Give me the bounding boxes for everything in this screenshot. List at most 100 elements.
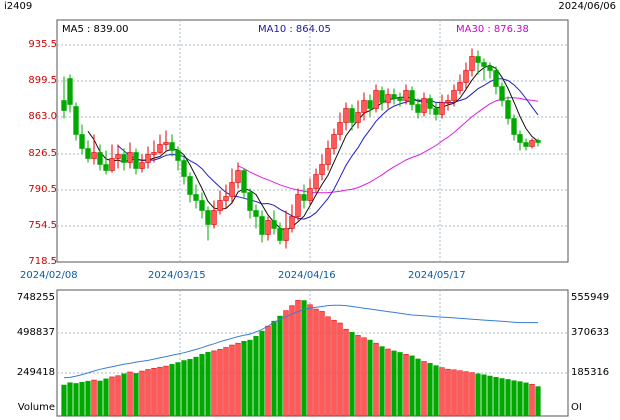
candle-body [349,108,355,123]
volume-bar [475,373,481,417]
price-tick-label: 754.5 [28,220,57,231]
volume-bar [451,369,457,417]
volume-bar [415,358,421,417]
volume-tick-label: 498837 [16,327,55,338]
volume-bar [73,383,79,417]
volume-bar [301,300,307,417]
price-tick-label: 935.5 [28,39,57,50]
volume-bar [469,372,475,417]
ma30-line [237,97,539,194]
ma30-value: MA30 : 876.38 [456,24,529,35]
volume-bar [325,316,331,417]
candle-body [307,188,313,201]
volume-bar [529,383,535,417]
candle-body [211,210,217,225]
candle-body [133,152,139,169]
volume-bar [163,365,169,417]
candle-body [259,216,265,235]
oi-tick-label: 185316 [571,367,610,378]
candle-body [319,164,325,175]
volume-bar [397,352,403,417]
candle-body [163,142,169,145]
volume-bar [457,370,463,417]
candle-body [223,196,229,201]
volume-bar [205,351,211,417]
volume-bar [223,347,229,417]
candle-body [451,90,457,101]
volume-bar [151,368,157,417]
volume-bar [127,371,133,417]
candle-body [97,152,103,165]
volume-bar [217,349,223,417]
candle-body [361,100,367,113]
volume-bar [421,361,427,417]
candle-body [145,154,151,163]
candle-body [217,200,223,211]
symbol-label: i2409 [4,1,33,12]
candle-body [415,104,421,113]
volume-bar [511,380,517,417]
volume-bar [439,367,445,417]
oi-axis-name: OI [571,402,582,413]
candle-body [229,182,235,197]
candle-body [439,102,445,115]
candle-body [427,98,433,109]
volume-bar [85,380,91,417]
volume-bar [319,311,325,417]
candle-body [295,194,301,217]
candle-body [475,56,481,63]
candle-body [301,194,307,201]
volume-bar [235,342,241,417]
volume-bar [409,355,415,417]
candle-body [481,62,487,67]
volume-tick-label: 249418 [16,367,55,378]
candle-body [253,210,259,217]
candle-body [181,160,187,177]
candle-body [421,98,427,113]
candle-body [403,90,409,101]
volume-bar [109,376,115,417]
candle-body [235,170,241,183]
price-tick-label: 826.5 [28,148,57,159]
price-panel-border [56,19,569,263]
volume-bar [385,348,391,417]
oi-path [63,304,538,379]
candle-body [247,192,253,211]
candle-body [187,176,193,195]
volume-bar [505,379,511,417]
date-tick-label: 2024/05/17 [408,270,466,281]
volume-bar [307,304,313,417]
candle-body [409,90,415,105]
volume-bar [229,344,235,417]
candle-body [433,108,439,115]
volume-bar [139,370,145,417]
volume-bar [463,371,469,417]
candle-body [73,106,79,135]
candle-body [109,158,115,171]
volume-bar [199,354,205,417]
volume-bar [313,308,319,417]
candle-body [385,94,391,103]
ma30-path [237,97,539,194]
volume-bar [211,350,217,417]
candle-body [61,100,67,111]
candle-body [499,86,505,101]
volume-bar [133,373,139,417]
candle-body [445,100,451,103]
candle-body [469,56,475,71]
date-tick-label: 2024/03/15 [148,270,206,281]
volume-bar [403,354,409,417]
candle-body [91,152,97,159]
candle-body [373,90,379,109]
volume-bar [145,369,151,417]
candle-body [169,142,175,151]
date-tick-label: 2024/04/16 [278,270,336,281]
date-label: 2024/06/06 [558,1,616,12]
candle-body [397,98,403,101]
volume-bar [391,350,397,417]
volume-bar [241,341,247,417]
volume-bar [493,376,499,417]
candle-body [115,154,121,159]
candle-body [265,220,271,235]
candle-body [313,174,319,189]
